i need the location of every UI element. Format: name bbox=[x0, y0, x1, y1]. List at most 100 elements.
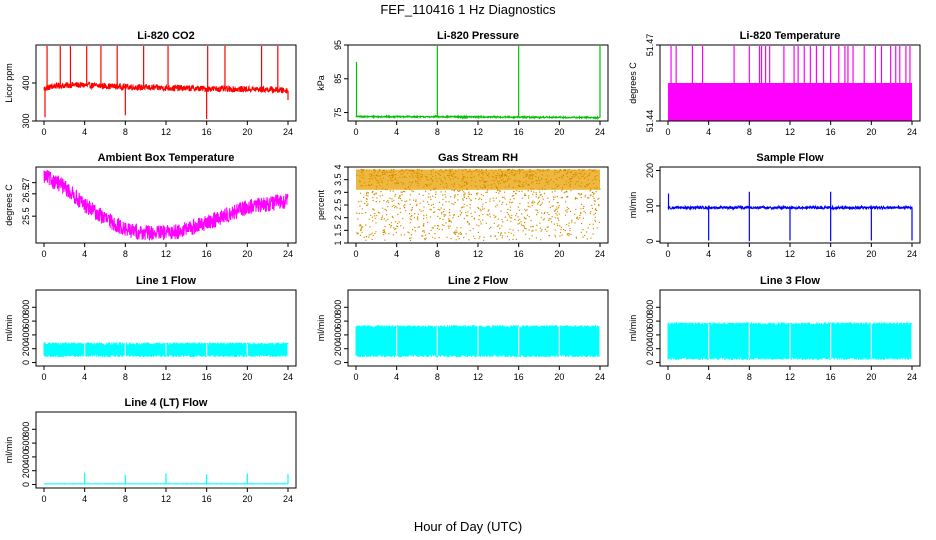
x-tick-label: 12 bbox=[473, 127, 483, 137]
series-layer bbox=[355, 325, 601, 358]
x-tick-label: 24 bbox=[595, 372, 605, 382]
x-tick-label: 12 bbox=[785, 249, 795, 259]
series-line bbox=[43, 170, 289, 241]
y-tick-label: 800 bbox=[645, 300, 655, 315]
panel-title: Line 1 Flow bbox=[136, 275, 196, 287]
x-tick-label: 16 bbox=[202, 494, 212, 504]
panel-title: Line 3 Flow bbox=[760, 275, 820, 287]
figure-xlabel: Hour of Day (UTC) bbox=[414, 519, 522, 534]
x-tick-label: 16 bbox=[514, 127, 524, 137]
y-tick-label: 25.5 bbox=[21, 207, 31, 225]
y-axis-label: degrees C bbox=[628, 62, 638, 104]
x-tick-label: 16 bbox=[826, 249, 836, 259]
x-tick-label: 16 bbox=[826, 372, 836, 382]
y-tick-label: 400 bbox=[21, 75, 31, 90]
x-tick-label: 24 bbox=[595, 249, 605, 259]
y-tick-label: 200 bbox=[645, 341, 655, 356]
x-tick-label: 24 bbox=[283, 127, 293, 137]
x-tick-label: 0 bbox=[665, 372, 670, 382]
x-tick-label: 0 bbox=[41, 249, 46, 259]
series-layer bbox=[43, 170, 289, 241]
y-tick-label: 3.5 bbox=[333, 173, 343, 186]
y-axis-label: ml/min bbox=[628, 192, 638, 219]
x-tick-label: 12 bbox=[785, 127, 795, 137]
panel-ambient-box-temperature: Ambient Box Temperature 0 4 8 12 16 20 24 25.5 26… bbox=[4, 152, 297, 259]
y-tick-label: 100 bbox=[645, 198, 655, 213]
panel-title: Line 2 Flow bbox=[448, 275, 508, 287]
series-points-outline bbox=[356, 169, 601, 241]
y-tick-label: 400 bbox=[333, 327, 343, 342]
y-tick-label: 400 bbox=[21, 327, 31, 342]
figure-title: FEF_110416 1 Hz Diagnostics bbox=[380, 2, 556, 17]
x-tick-label: 24 bbox=[907, 249, 917, 259]
x-tick-label: 8 bbox=[747, 249, 752, 259]
x-tick-label: 4 bbox=[82, 249, 87, 259]
series-layer bbox=[355, 46, 601, 121]
x-tick-label: 16 bbox=[514, 372, 524, 382]
x-tick-label: 24 bbox=[283, 372, 293, 382]
x-tick-label: 8 bbox=[747, 372, 752, 382]
x-tick-label: 16 bbox=[202, 372, 212, 382]
panel-title: Li-820 CO2 bbox=[137, 30, 194, 42]
panel-sample-flow: Sample Flow 0 4 8 12 16 20 24 0 100 200 ml/min bbox=[628, 152, 921, 259]
x-tick-label: 20 bbox=[866, 127, 876, 137]
x-tick-label: 20 bbox=[554, 127, 564, 137]
panel-li820-co2: Li-820 CO2 0 4 8 12 16 20 24 300 400 Licor ppm bbox=[4, 30, 297, 137]
panel-title: Gas Stream RH bbox=[438, 152, 518, 164]
series-layer bbox=[43, 46, 289, 120]
y-tick-label: 85 bbox=[333, 74, 343, 84]
x-tick-label: 24 bbox=[907, 127, 917, 137]
y-tick-label: 200 bbox=[645, 163, 655, 178]
y-tick-label: 75 bbox=[333, 108, 343, 118]
y-axis-label: Licor ppm bbox=[4, 63, 14, 103]
panel-title: Line 4 (LT) Flow bbox=[125, 397, 208, 409]
y-tick-label: 95 bbox=[333, 40, 343, 50]
y-tick-label: 51.44 bbox=[645, 110, 655, 133]
x-tick-label: 4 bbox=[82, 127, 87, 137]
series-layer bbox=[668, 46, 912, 121]
y-tick-label: 4 bbox=[333, 164, 343, 169]
y-tick-label: 0 bbox=[645, 360, 655, 365]
x-tick-label: 0 bbox=[353, 372, 358, 382]
x-tick-label: 12 bbox=[473, 249, 483, 259]
x-tick-label: 16 bbox=[202, 249, 212, 259]
y-tick-label: 800 bbox=[21, 300, 31, 315]
y-tick-label: 200 bbox=[21, 341, 31, 356]
y-tick-label: 200 bbox=[333, 341, 343, 356]
y-tick-label: 800 bbox=[21, 422, 31, 437]
y-tick-label: 1.5 bbox=[333, 224, 343, 237]
x-tick-label: 12 bbox=[161, 127, 171, 137]
y-axis-label: ml/min bbox=[628, 315, 638, 342]
y-tick-label: 2 bbox=[333, 215, 343, 220]
y-tick-label: 26.5 bbox=[21, 185, 31, 203]
y-axis-label: ml/min bbox=[4, 437, 14, 464]
x-tick-label: 16 bbox=[514, 249, 524, 259]
x-tick-label: 4 bbox=[706, 372, 711, 382]
x-tick-label: 4 bbox=[82, 494, 87, 504]
x-tick-label: 20 bbox=[866, 372, 876, 382]
y-tick-label: 27 bbox=[21, 178, 31, 188]
x-tick-label: 8 bbox=[435, 372, 440, 382]
x-tick-label: 4 bbox=[706, 249, 711, 259]
series-layer bbox=[356, 168, 601, 241]
y-tick-label: 600 bbox=[21, 436, 31, 451]
x-tick-label: 24 bbox=[283, 249, 293, 259]
x-tick-label: 4 bbox=[394, 249, 399, 259]
x-tick-label: 0 bbox=[41, 127, 46, 137]
y-axis-label: ml/min bbox=[316, 315, 326, 342]
x-tick-label: 12 bbox=[161, 249, 171, 259]
panel-title: Sample Flow bbox=[756, 152, 824, 164]
x-tick-label: 12 bbox=[161, 494, 171, 504]
x-tick-label: 20 bbox=[866, 249, 876, 259]
series-layer bbox=[667, 191, 913, 242]
panel-li820-temperature: Li-820 Temperature 0 4 8 12 16 20 24 51.44 51.47 d… bbox=[628, 30, 921, 137]
y-tick-label: 1 bbox=[333, 240, 343, 245]
x-tick-label: 24 bbox=[283, 494, 293, 504]
x-tick-label: 8 bbox=[435, 127, 440, 137]
x-tick-label: 8 bbox=[123, 494, 128, 504]
x-tick-label: 20 bbox=[242, 127, 252, 137]
y-axis-label: degrees C bbox=[4, 184, 14, 226]
